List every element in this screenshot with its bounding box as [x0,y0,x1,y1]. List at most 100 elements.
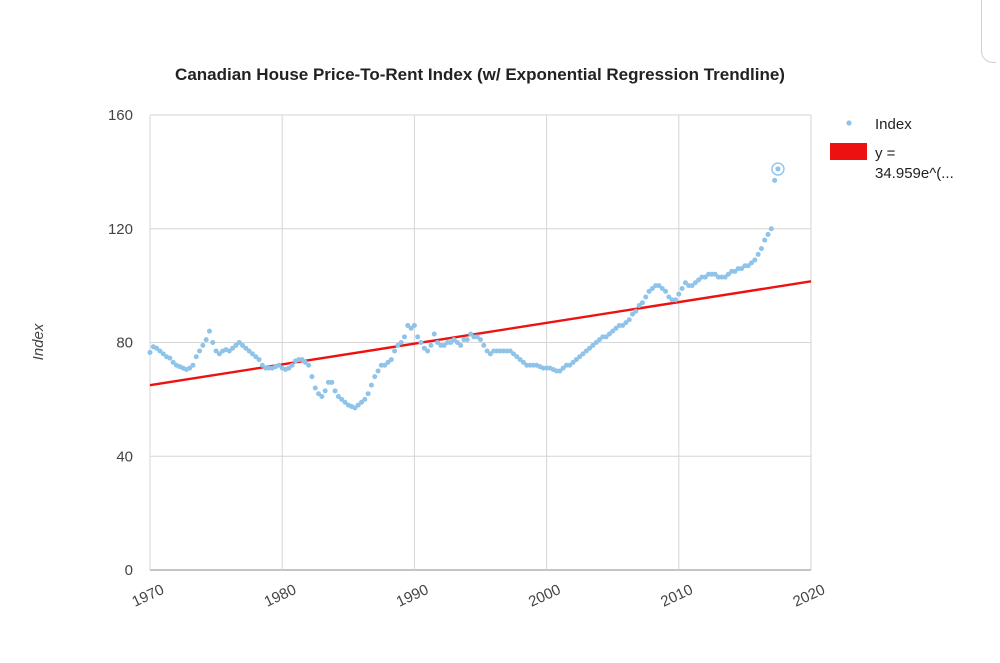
data-point-147 [633,308,639,314]
data-point-58 [339,396,345,402]
data-point-181 [745,263,751,269]
data-point-91 [448,340,454,345]
data-point-110 [511,351,517,357]
legend-trend-label-line-2: 34.959e^(... [875,165,954,182]
legend-trend-label-line-1: y = [875,145,896,162]
legend-index-marker [846,120,852,126]
data-point-25 [230,345,236,351]
data-point-187 [765,231,771,237]
data-point-65 [362,396,368,402]
data-point-145 [626,317,632,323]
data-point-14 [193,354,199,360]
data-point-7 [170,359,176,365]
legend-index-label: Index [875,116,912,133]
data-point-125 [560,365,566,371]
data-point-111 [514,354,520,360]
data-point-100 [478,337,483,343]
data-point-66 [365,391,371,397]
data-point-13 [190,362,196,368]
data-point-130 [577,354,583,360]
data-point-29 [243,345,249,351]
data-point-34 [259,362,265,368]
data-point-151 [646,288,652,294]
data-point-46 [299,357,305,363]
data-point-96 [464,337,470,343]
data-point-48 [306,362,312,368]
data-point-186 [762,237,768,243]
data-point-56 [332,388,338,394]
data-point-92 [451,337,457,343]
data-point-0 [147,349,153,355]
data-point-113 [520,359,526,365]
data-point-174 [722,274,728,280]
data-point-6 [167,355,173,361]
data-point-4 [160,351,166,357]
data-point-32 [253,354,259,360]
data-point-168 [702,274,708,280]
x-tick-label-2010: 2010 [658,581,695,611]
data-point-159 [672,297,678,303]
chart-grid [149,114,812,571]
data-point-124 [557,368,563,374]
data-point-165 [692,280,698,286]
data-point-148 [636,303,642,309]
data-point-20 [213,348,219,354]
data-point-146 [630,311,636,317]
legend: Index y = 34.959e^(... [830,116,954,182]
data-point-177 [732,268,738,274]
data-point-82 [418,340,424,345]
data-point-85 [428,342,434,348]
data-point-103 [487,351,493,357]
data-point-139 [606,331,612,337]
data-point-157 [666,294,672,300]
data-point-81 [415,334,421,340]
data-point-188 [768,226,774,232]
data-point-102 [484,348,490,354]
data-point-71 [382,362,388,368]
data-point-134 [590,342,596,348]
data-point-17 [203,337,209,343]
data-point-97 [468,331,474,337]
data-point-189 [772,177,778,183]
data-point-171 [712,271,718,277]
data-point-50 [312,385,318,391]
data-point-59 [342,399,348,405]
x-tick-label-1970: 1970 [129,581,166,611]
data-point-27 [236,340,242,345]
data-point-166 [696,277,702,283]
data-point-43 [289,362,295,368]
data-point-12 [187,365,193,371]
data-point-21 [216,351,222,357]
data-point-144 [623,320,629,326]
data-point-127 [567,362,573,368]
data-point-179 [739,266,745,272]
chart-title: Canadian House Price-To-Rent Index (w/ E… [175,65,785,84]
data-point-164 [689,283,695,289]
data-point-51 [316,391,322,397]
y-tick-label-40: 40 [116,448,133,465]
data-point-94 [458,342,464,348]
data-point-183 [752,257,758,263]
data-point-72 [385,359,391,365]
data-point-3 [157,348,163,354]
data-point-129 [573,357,579,363]
data-point-140 [610,328,616,334]
data-point-31 [249,351,255,357]
data-point-39 [276,362,282,368]
index-series [147,162,785,411]
data-point-101 [481,342,487,348]
x-tick-label-2020: 2020 [790,581,827,611]
data-point-131 [580,351,586,357]
data-point-78 [405,322,411,328]
data-point-141 [613,325,619,331]
x-axis-ticks: 1970 1980 1990 2000 2010 2020 [129,581,827,611]
data-point-89 [441,342,447,348]
data-point-18 [206,328,212,334]
data-point-133 [587,345,593,351]
y-tick-label-0: 0 [125,562,133,579]
data-point-74 [392,348,398,354]
y-tick-label-80: 80 [116,335,133,352]
data-point-128 [570,359,576,365]
data-point-62 [352,405,358,411]
